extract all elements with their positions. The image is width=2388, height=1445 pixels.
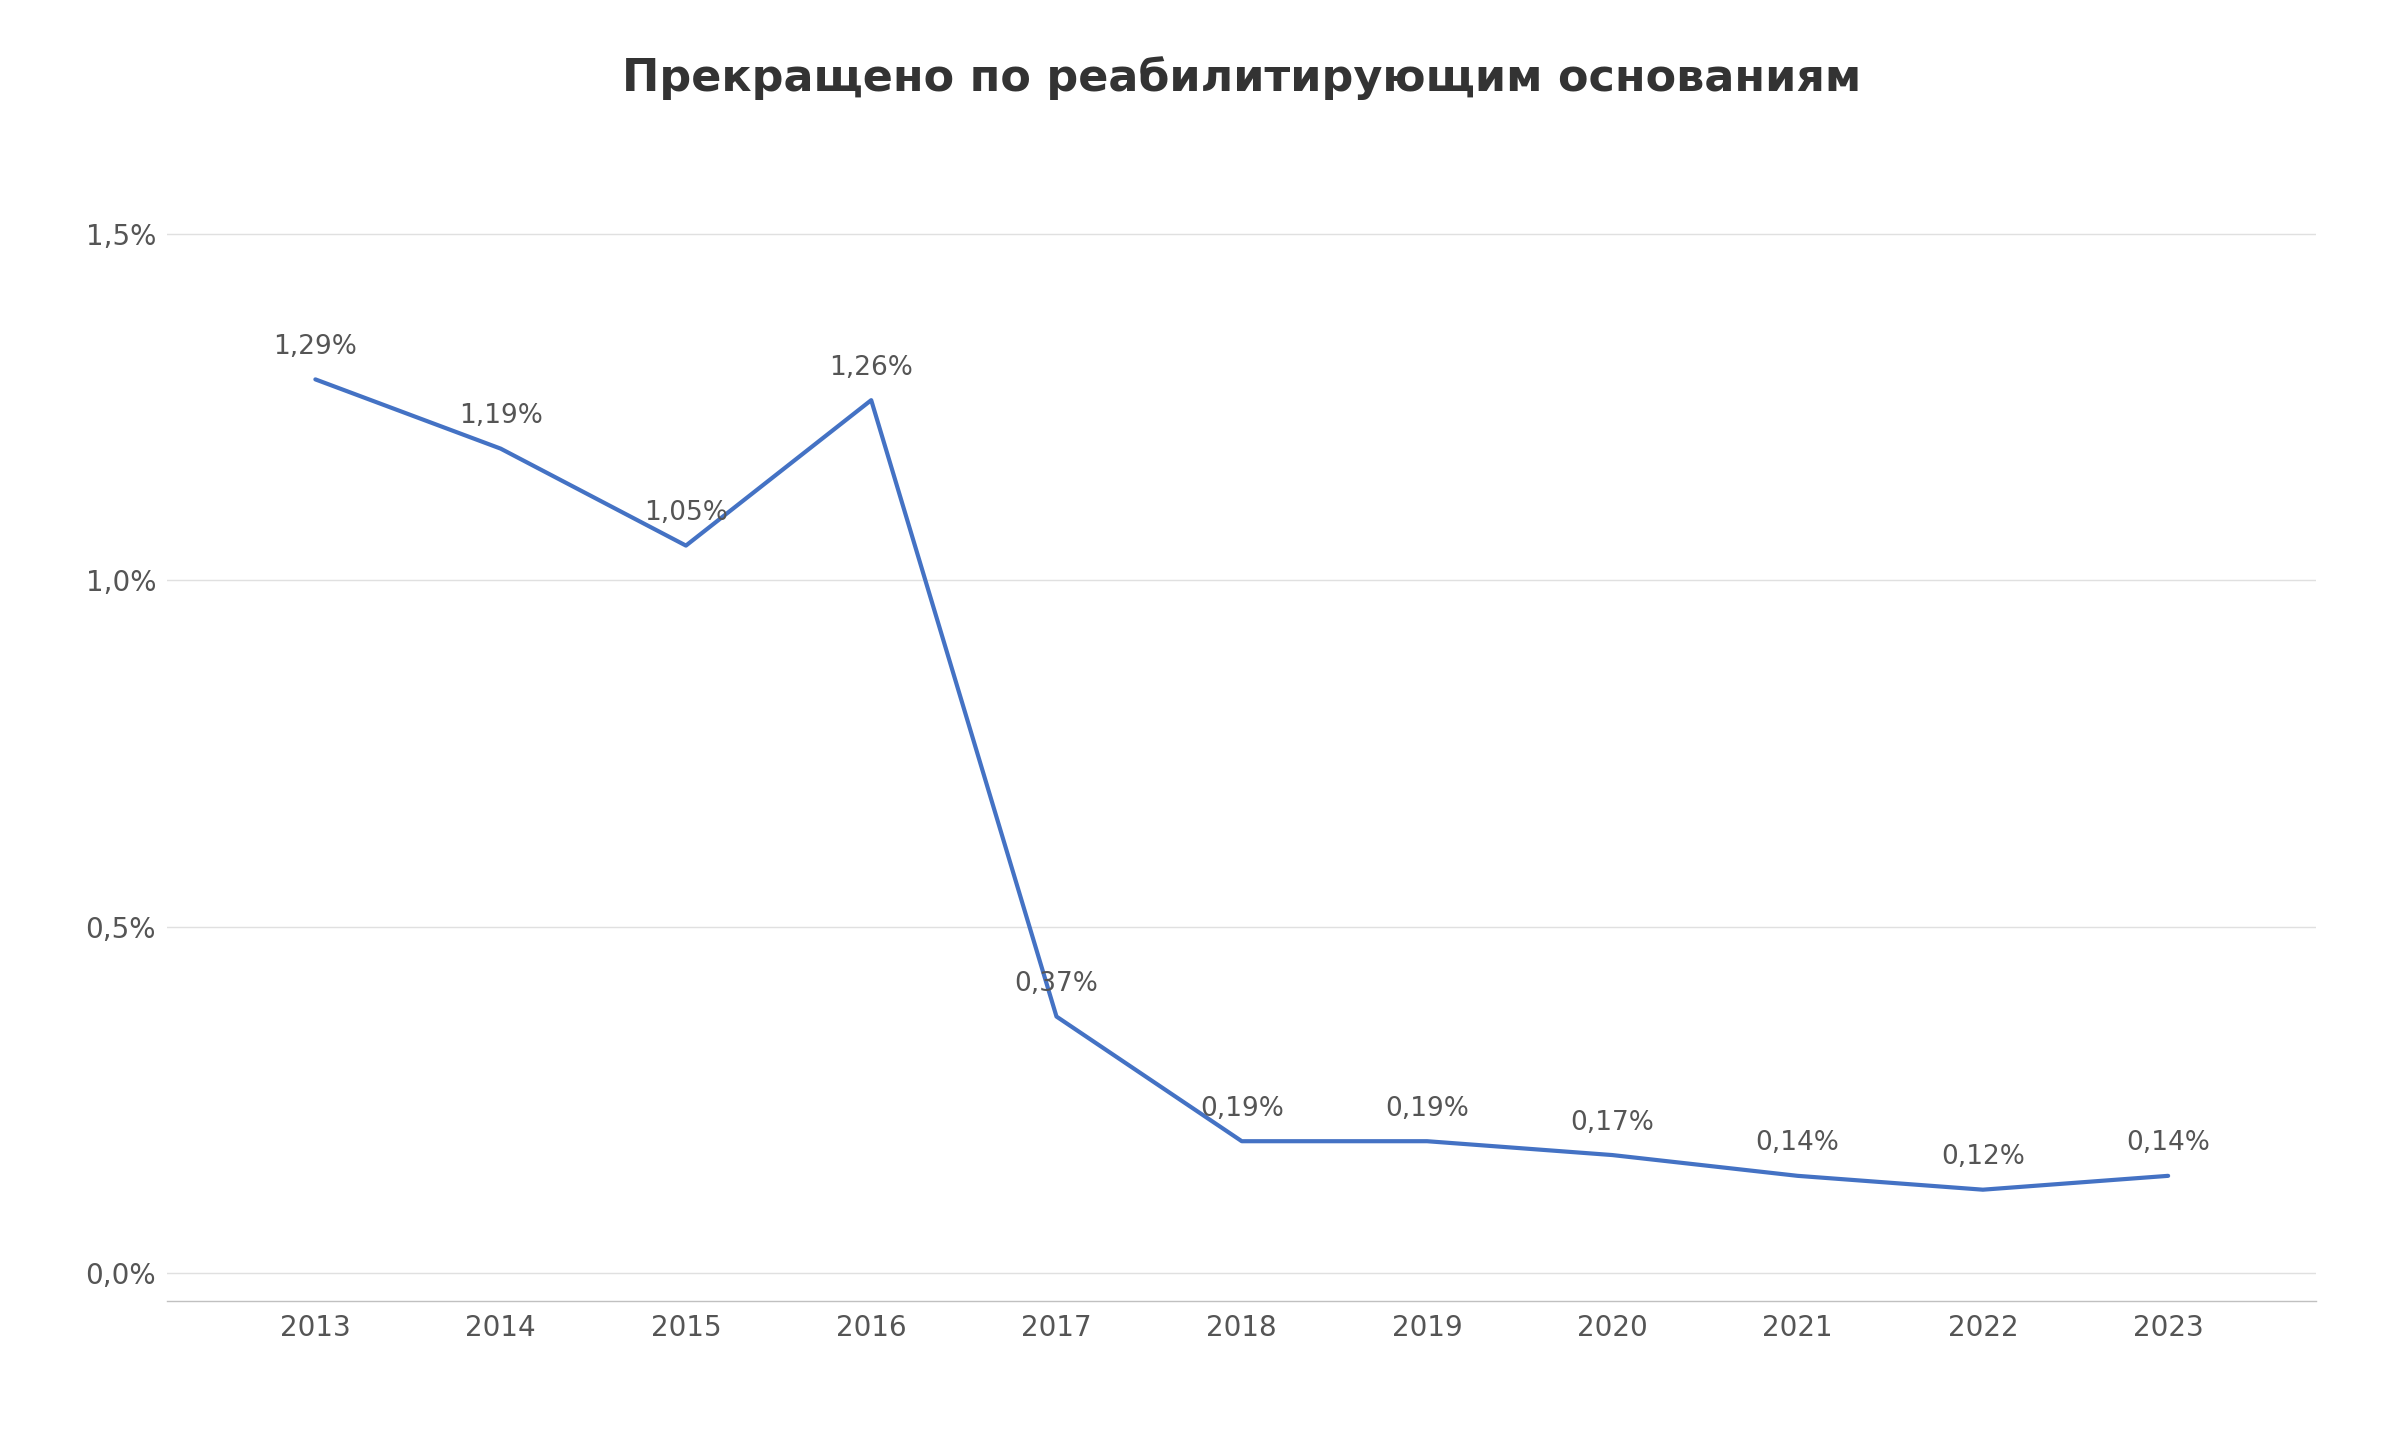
Text: 0,37%: 0,37%: [1015, 971, 1098, 997]
Text: 0,12%: 0,12%: [1941, 1144, 2025, 1170]
Text: 0,19%: 0,19%: [1199, 1095, 1285, 1121]
Text: 0,19%: 0,19%: [1385, 1095, 1469, 1121]
Text: 1,26%: 1,26%: [829, 354, 912, 380]
Text: 0,14%: 0,14%: [2125, 1130, 2209, 1156]
Text: 0,17%: 0,17%: [1571, 1110, 1655, 1136]
Title: Прекращено по реабилитирующим основаниям: Прекращено по реабилитирующим основаниям: [623, 56, 1860, 100]
Text: 1,19%: 1,19%: [458, 403, 542, 429]
Text: 0,14%: 0,14%: [1755, 1130, 1839, 1156]
Text: 1,05%: 1,05%: [645, 500, 728, 526]
Text: 1,29%: 1,29%: [275, 334, 358, 360]
